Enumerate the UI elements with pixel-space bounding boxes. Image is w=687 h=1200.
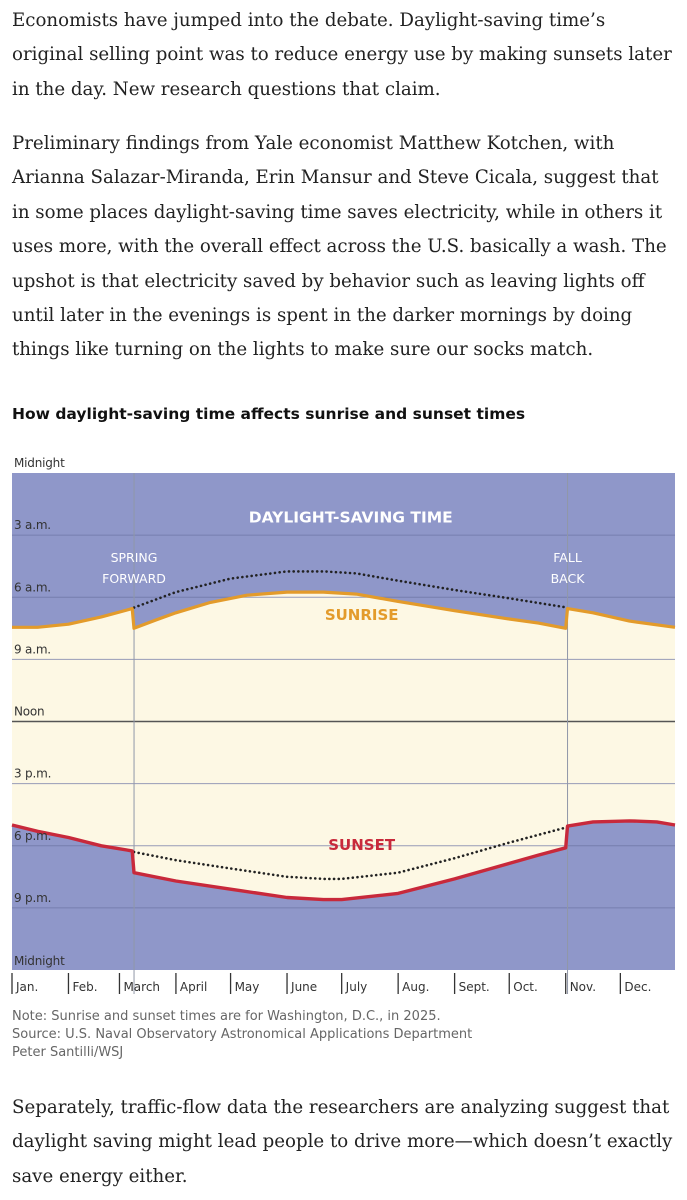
series-label-sunset: SUNSET bbox=[328, 836, 396, 854]
chart-title: How daylight-saving time affects sunrise… bbox=[12, 405, 526, 423]
article-paragraph: Economists have jumped into the debate. … bbox=[12, 10, 672, 100]
x-tick-label: March bbox=[123, 980, 160, 994]
article-paragraph: Preliminary findings from Yale economist… bbox=[12, 133, 667, 361]
y-tick-label: 9 p.m. bbox=[14, 891, 51, 905]
article-paragraph: Separately, traffic-flow data the resear… bbox=[12, 1097, 673, 1187]
sunrise-line bbox=[12, 590, 676, 630]
y-tick-label: 3 a.m. bbox=[14, 518, 51, 532]
marker-label: BACK bbox=[551, 571, 586, 586]
y-tick-label: Noon bbox=[14, 705, 44, 719]
y-tick-label: 6 p.m. bbox=[14, 829, 51, 843]
y-tick-label: 6 a.m. bbox=[14, 580, 51, 594]
x-tick-label: Nov. bbox=[570, 980, 596, 994]
chart-note: Note: Sunrise and sunset times are for W… bbox=[12, 1009, 441, 1024]
dotted-standard-time-line bbox=[132, 825, 569, 881]
x-tick-label: June bbox=[290, 980, 317, 994]
chart-credit: Peter Santilli/WSJ bbox=[12, 1045, 124, 1060]
x-tick-label: Dec. bbox=[624, 980, 651, 994]
y-tick-label: 3 p.m. bbox=[14, 767, 51, 781]
x-tick-label: Oct. bbox=[513, 980, 538, 994]
sunset-line bbox=[11, 819, 676, 902]
daylight-chart: Midnight 3 a.m. 6 a.m. 9 a.m. Noon 3 p.m. 6 p.… bbox=[11, 456, 676, 994]
series-label-sunrise: SUNRISE bbox=[325, 606, 399, 624]
y-tick-label: 9 a.m. bbox=[14, 642, 51, 656]
chart-source: Source: U.S. Naval Observatory Astronomi… bbox=[12, 1027, 473, 1042]
y-tick-label: Midnight bbox=[14, 456, 65, 470]
dst-label: DAYLIGHT-SAVING TIME bbox=[249, 509, 453, 527]
x-tick-label: April bbox=[180, 980, 207, 994]
dotted-standard-time-line bbox=[132, 570, 569, 609]
x-tick-label: May bbox=[235, 980, 260, 994]
marker-label: FALL bbox=[553, 550, 582, 565]
x-tick-label: July bbox=[345, 980, 368, 994]
chart-notes: Note: Sunrise and sunset times are for W… bbox=[12, 1008, 472, 1062]
marker-label: SPRING bbox=[111, 550, 158, 565]
marker-label: FORWARD bbox=[102, 571, 166, 586]
x-tick-label: Sept. bbox=[459, 980, 490, 994]
y-tick-label: Midnight bbox=[14, 954, 65, 968]
x-tick-label: Aug. bbox=[402, 980, 429, 994]
daylight-area bbox=[12, 592, 675, 900]
x-tick-label: Feb. bbox=[72, 980, 97, 994]
x-tick-label: Jan. bbox=[15, 980, 38, 994]
